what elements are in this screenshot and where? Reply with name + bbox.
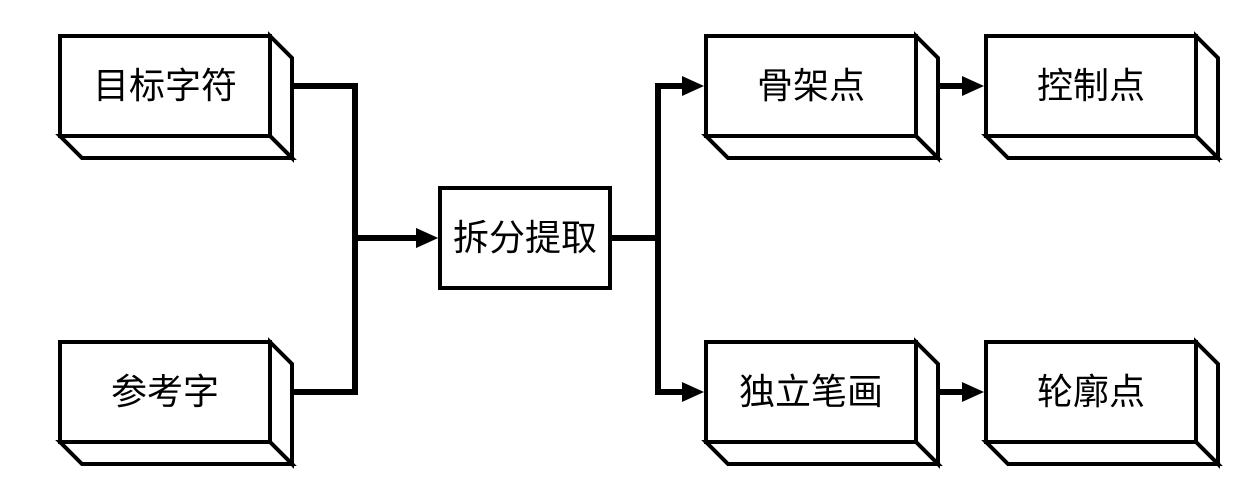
node-label-target: 目标字符 [93,66,237,106]
node-outline: 轮廓点 [986,342,1218,464]
node-skeleton: 骨架点 [706,36,938,158]
node-label-control: 控制点 [1037,66,1145,106]
arrowhead [682,382,704,402]
node-label-split: 拆分提取 [453,218,597,258]
arrowhead [962,382,984,402]
flowchart-canvas: 目标字符参考字 拆分提取 骨架点 控制点独立笔画 轮廓点 [0,0,1239,500]
box3d-bottom [986,442,1218,464]
node-label-stroke: 独立笔画 [739,372,883,412]
node-control: 控制点 [986,36,1218,158]
nodes-layer: 目标字符参考字 拆分提取 骨架点 控制点独立笔画 轮廓点 [60,36,1218,464]
arrowhead [682,76,704,96]
node-target: 目标字符 [60,36,292,158]
box3d-bottom [706,442,938,464]
node-label-ref: 参考字 [111,372,219,412]
node-stroke: 独立笔画 [706,342,938,464]
box3d-bottom [706,136,938,158]
edge-split-stroke [610,238,686,392]
arrowhead [416,228,438,248]
box3d-bottom [986,136,1218,158]
arrowhead [962,76,984,96]
box3d-bottom [60,442,292,464]
node-label-skeleton: 骨架点 [757,66,865,106]
node-split: 拆分提取 [440,188,610,288]
box3d-bottom [60,136,292,158]
edge-split-skeleton [610,86,686,238]
node-ref: 参考字 [60,342,292,464]
node-label-outline: 轮廓点 [1037,372,1145,412]
